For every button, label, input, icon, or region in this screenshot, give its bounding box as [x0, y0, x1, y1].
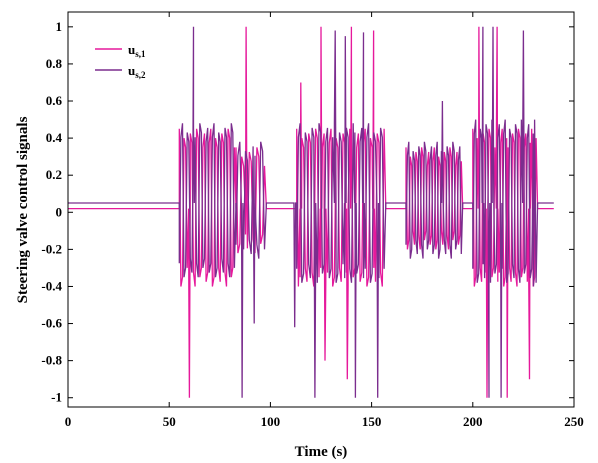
- y-tick-label: 0: [56, 204, 63, 219]
- y-tick-label: -0.6: [41, 316, 62, 331]
- series-line-2: [68, 26, 554, 398]
- y-tick-label: -0.4: [41, 278, 62, 293]
- y-tick-label: -0.8: [41, 353, 62, 368]
- x-tick-label: 200: [463, 414, 483, 429]
- y-tick-label: 1: [56, 19, 63, 34]
- y-tick-label: -1: [51, 390, 62, 405]
- y-tick-label: 0.8: [46, 56, 63, 71]
- ticks-layer: 0 50 100 150 200 250 -1 -0.8 -0.6 -0.4 -0.2 0 0.2 0.4…: [41, 12, 584, 429]
- legend-label-series-2: us,2: [128, 63, 146, 80]
- y-tick-label: 0.2: [46, 167, 62, 182]
- x-tick-label: 100: [261, 414, 281, 429]
- legend: us,1 us,2: [95, 42, 146, 80]
- x-tick-label: 150: [362, 414, 382, 429]
- y-tick-label: 0.6: [46, 93, 63, 108]
- y-tick-label: 0.4: [46, 130, 63, 145]
- series-layer: [68, 26, 554, 398]
- y-axis-label: Steering valve control signals: [15, 116, 31, 303]
- plot-area-frame: [67, 11, 575, 408]
- x-tick-label: 250: [564, 414, 584, 429]
- x-tick-label: 0: [65, 414, 72, 429]
- legend-label-series-1: us,1: [128, 42, 146, 59]
- x-axis-label: Time (s): [295, 444, 348, 460]
- x-tick-label: 50: [163, 414, 176, 429]
- y-tick-label: -0.2: [41, 241, 62, 256]
